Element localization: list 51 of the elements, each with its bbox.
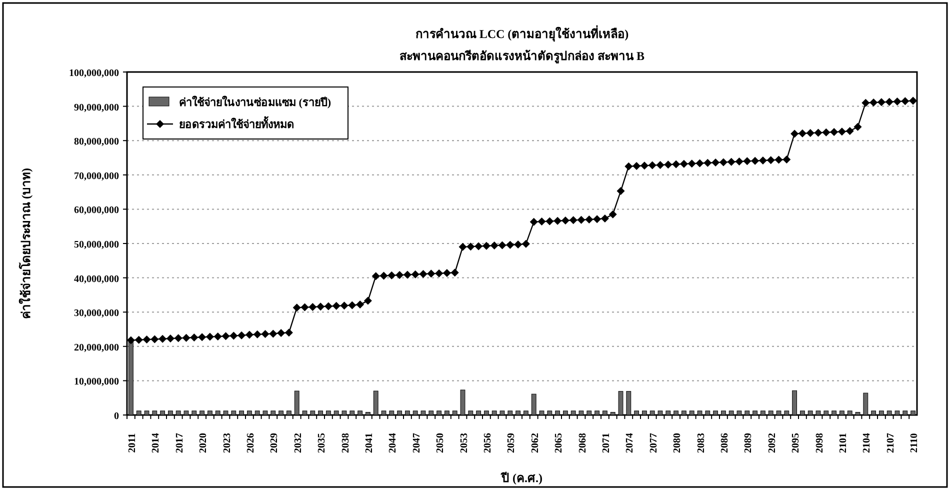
x-tick-label: 2089 (743, 433, 754, 453)
x-tick-label: 2101 (838, 433, 849, 453)
x-tick-label: 2062 (530, 433, 541, 453)
x-tick-label: 2038 (340, 433, 352, 453)
x-tick-label: 2086 (719, 433, 730, 453)
x-tick-label: 2110 (909, 433, 920, 453)
x-tick-label: 2065 (554, 433, 565, 453)
x-tick-label: 2098 (814, 433, 826, 453)
chart-title: การคำนวณ LCC (ตามอายุใช้งานที่เหลือ) (415, 25, 629, 42)
x-tick-label: 2026 (245, 433, 256, 453)
x-tick-label: 2050 (435, 433, 446, 453)
y-tick-label: 20,000,000 (74, 342, 119, 354)
y-axis-title: ค่าใช้จ่ายโดยประมาณ (บาท) (18, 168, 33, 319)
x-tick-label: 2080 (672, 433, 684, 453)
x-tick-label: 2056 (482, 433, 494, 453)
y-tick-label: 90,000,000 (74, 102, 119, 114)
x-tick-label: 2104 (862, 433, 873, 453)
x-axis-title: ปี (ค.ศ.) (500, 471, 542, 485)
y-tick-label: 0 (114, 411, 119, 422)
x-tick-label: 2044 (388, 433, 399, 453)
y-tick-label: 80,000,000 (74, 136, 119, 148)
x-tick-label: 2032 (292, 433, 304, 453)
x-tick-label: 2020 (198, 433, 210, 453)
x-tick-label: 2014 (150, 433, 162, 453)
x-tick-label: 2074 (624, 433, 636, 453)
legend-label: ยอดรวมค่าใช้จ่ายทั้งหมด (179, 116, 294, 131)
x-tick-label: 2068 (577, 433, 588, 453)
y-tick-label: 100,000,000 (69, 68, 119, 79)
x-tick-label: 2041 (364, 433, 375, 453)
x-tick-label: 2071 (600, 433, 612, 453)
x-tick-label: 2023 (222, 433, 233, 453)
y-tick-label: 60,000,000 (74, 205, 119, 216)
x-tick-label: 2011 (126, 433, 138, 453)
x-tick-label: 2017 (174, 433, 186, 453)
x-tick-label: 2092 (766, 433, 778, 453)
x-tick-label: 2053 (458, 433, 470, 453)
x-tick-label: 2083 (696, 433, 707, 453)
y-tick-label: 10,000,000 (74, 376, 119, 388)
x-tick-label: 2095 (790, 433, 802, 453)
x-tick-label: 2035 (316, 433, 328, 453)
y-tick-label: 70,000,000 (74, 170, 119, 182)
x-tick-label: 2047 (411, 433, 422, 453)
x-tick-label: 2077 (648, 433, 660, 453)
x-tick-label: 2107 (885, 433, 896, 453)
chart-subtitle: สะพานคอนกรีตอัดแรงหน้าตัดรูปกล่อง สะพาน B (399, 49, 645, 64)
x-tick-label: 2059 (506, 433, 518, 453)
legend-label: ค่าใช้จ่ายในงานซ่อมแซม (รายปี) (179, 95, 332, 109)
y-tick-label: 40,000,000 (74, 274, 119, 285)
y-tick-label: 50,000,000 (74, 240, 119, 250)
y-tick-label: 30,000,000 (74, 308, 119, 320)
x-tick-label: 2029 (269, 433, 280, 453)
